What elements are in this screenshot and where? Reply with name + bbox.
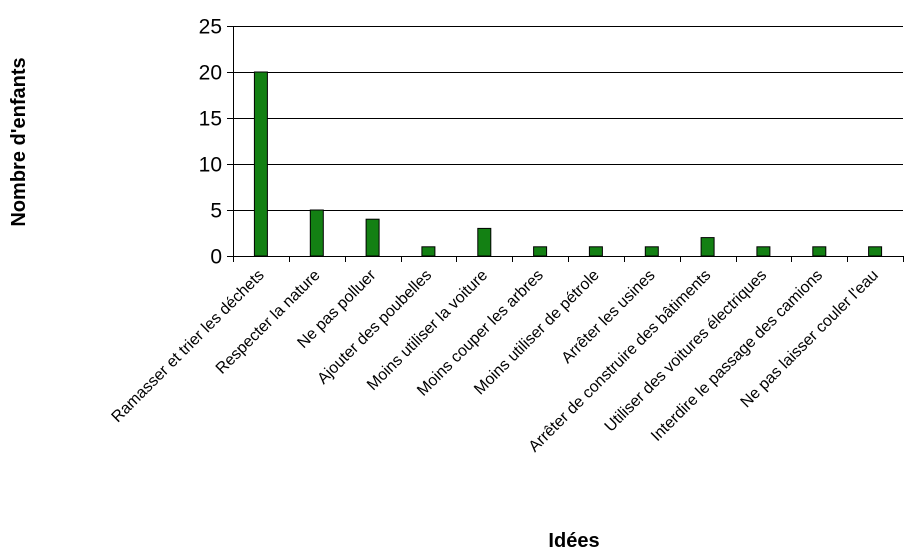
y-tick-label-20: 20 [199,62,222,85]
x-tick-label-8: Arrêter les usines [559,267,659,367]
y-tick-label-25: 25 [199,16,222,39]
x-tick-label-4: Ajouter des poubelles [314,267,435,388]
y-tick-label-10: 10 [199,154,222,177]
y-tick-label-5: 5 [210,200,222,223]
bar-9 [700,237,715,257]
y-axis-title: Nombre d'enfants [8,57,30,226]
bar-7 [588,246,603,257]
bar-5 [477,227,492,257]
x-axis-title: Idées [548,530,599,552]
axes [227,26,904,262]
bar-1 [253,71,268,257]
bars [253,71,883,257]
y-tick-label-0: 0 [210,246,222,269]
bar-12 [868,246,883,257]
bar-11 [812,246,827,257]
bar-2 [309,209,324,257]
y-tick-labels: 0 5 10 15 20 25 [199,16,222,269]
bar-10 [756,246,771,257]
bar-3 [365,218,380,257]
bar-6 [533,246,548,257]
bar-4 [421,246,436,257]
y-tick-label-15: 15 [199,108,222,131]
gridlines [233,26,903,211]
bar-8 [644,246,659,257]
x-tick-label-2: Respecter la nature [213,267,324,378]
